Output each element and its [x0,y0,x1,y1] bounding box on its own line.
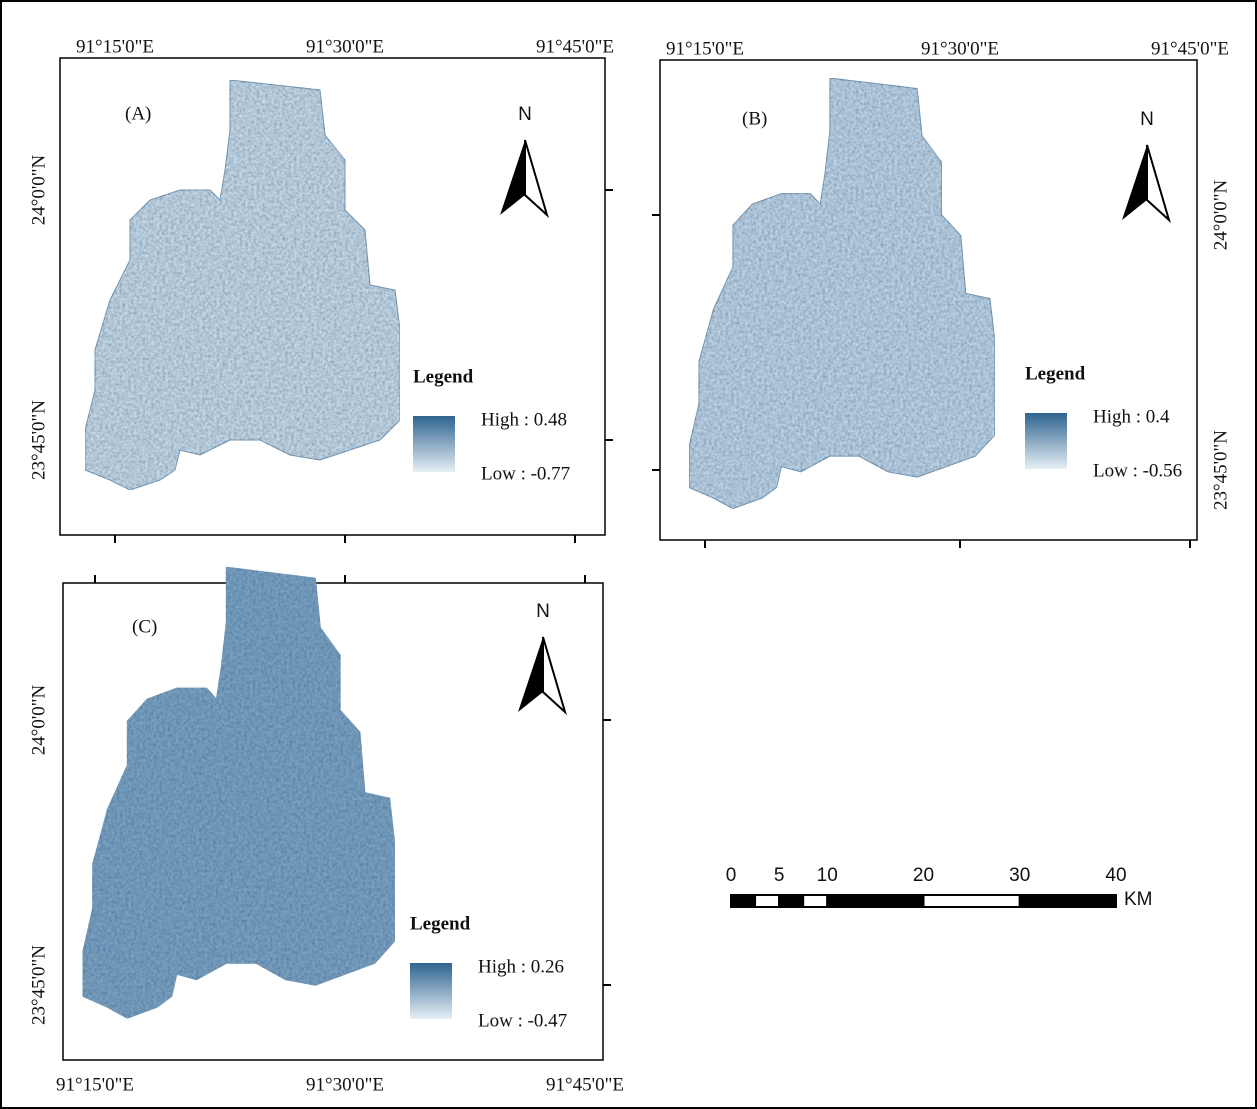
scale-label: 20 [913,865,934,886]
scale-segment [1018,894,1117,908]
scale-label: 5 [774,865,785,886]
north-arrow-right [524,139,549,219]
legend-high: High : 0.48 [481,409,567,430]
scale-bar: 0 5 10 20 30 40 KM [726,865,1153,910]
latitude-label: 24°0'0"N [28,154,49,225]
north-arrow-right [542,636,567,716]
scale-label: 0 [726,865,737,886]
scale-segment [802,894,829,908]
north-label: N [536,601,550,622]
longitude-label: 91°15'0"E [76,36,154,57]
scale-segment [730,894,757,908]
north-arrow-left [518,637,543,712]
longitude-label: 91°15'0"E [56,1074,134,1095]
panel-label: (A) [125,103,151,124]
latitude-label: 23°45'0"N [28,945,49,1025]
scale-label: 10 [817,865,838,886]
latitude-label: 24°0'0"N [1210,179,1231,250]
map-panel: (B) N Legend High : 0.4 Low : -0.56 91°15'0"E… [652,38,1231,548]
map-panel: (A) N Legend High : 0.48 Low : -0.77 91°15'0"… [28,36,614,543]
scale-segment [826,894,925,908]
latitude-label: 23°45'0"N [28,400,49,480]
legend-title: Legend [413,366,474,387]
panel-label: (B) [742,108,767,129]
scale-segment [754,894,781,908]
legend-low: Low : -0.77 [481,463,570,484]
scale-label: 40 [1105,865,1126,886]
region [688,77,996,510]
scale-label: 30 [1009,865,1030,886]
longitude-label: 91°15'0"E [666,38,744,59]
scale-segment [922,894,1021,908]
scale-segment [778,894,805,908]
region [82,566,396,1019]
legend-low: Low : -0.47 [478,1010,567,1031]
legend-high: High : 0.4 [1093,406,1170,427]
legend-title: Legend [410,913,471,934]
region [84,79,401,491]
legend-gradient [410,963,452,1019]
longitude-label: 91°45'0"E [1151,38,1229,59]
north-arrow-right [1146,144,1171,224]
panel-label: (C) [132,616,157,637]
north-arrow-left [500,140,525,215]
north-label: N [518,104,532,125]
longitude-label: 91°45'0"E [536,36,614,57]
north-arrow-left [1122,145,1147,220]
legend-gradient [1025,413,1067,469]
legend-low: Low : -0.56 [1093,460,1182,481]
map-panel: (C) N Legend High : 0.26 Low : -0.47 91°15'0"… [28,566,624,1095]
legend-high: High : 0.26 [478,956,564,977]
latitude-label: 24°0'0"N [28,684,49,755]
longitude-label: 91°45'0"E [546,1074,624,1095]
longitude-label: 91°30'0"E [306,1074,384,1095]
longitude-label: 91°30'0"E [921,38,999,59]
legend-title: Legend [1025,363,1086,384]
latitude-label: 23°45'0"N [1210,430,1231,510]
longitude-label: 91°30'0"E [306,36,384,57]
north-label: N [1140,109,1154,130]
legend-gradient [413,416,455,472]
scale-unit: KM [1124,889,1153,910]
